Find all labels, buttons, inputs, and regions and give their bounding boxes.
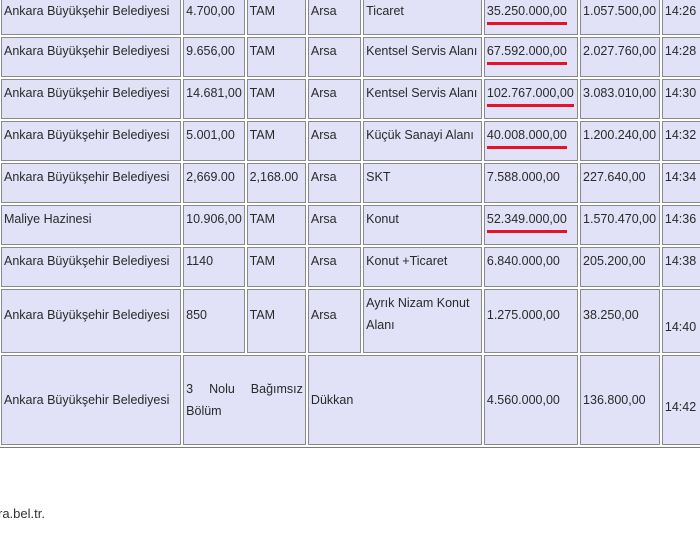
auction-listing-table: Ankara Büyükşehir Belediyesi 4.700,00 TA…: [0, 0, 700, 448]
deposit-cell: 205.200,00: [580, 247, 660, 287]
time-cell: 14:40: [661, 289, 700, 353]
zoning-cell: Konut: [363, 205, 482, 245]
area-cell: 2,669.00: [183, 163, 245, 203]
price-cell: 35.250.000,00: [483, 0, 579, 35]
share-cell: TAM: [246, 0, 306, 35]
table-row-last: Ankara Büyükşehir Belediyesi 3 Nolu Bağı…: [1, 355, 700, 445]
zoning-cell: Ticaret: [363, 0, 482, 35]
price-value: 35.250.000,00: [486, 1, 567, 25]
type-cell: Arsa: [307, 121, 362, 161]
area-cell: 14.681,00: [183, 79, 245, 119]
price-cell: 6.840.000,00: [483, 247, 579, 287]
type-cell: Arsa: [307, 37, 362, 77]
owner-cell: Maliye Hazinesi: [1, 205, 182, 245]
area-cell: 5.001,00: [183, 121, 245, 161]
share-cell: TAM: [246, 289, 306, 353]
area-cell: 9.656,00: [183, 37, 245, 77]
type-cell: Dükkan: [307, 355, 482, 445]
area-cell: 1140: [183, 247, 245, 287]
footer-url-text: ra.bel.tr.: [0, 506, 45, 521]
table-row: Ankara Büyükşehir Belediyesi 14.681,00 T…: [1, 79, 700, 119]
price-cell: 40.008.000,00: [483, 121, 579, 161]
deposit-cell: 3.083.010,00: [580, 79, 660, 119]
share-cell: TAM: [246, 121, 306, 161]
share-cell: TAM: [246, 37, 306, 77]
owner-cell: Ankara Büyükşehir Belediyesi: [1, 355, 182, 445]
type-cell: Arsa: [307, 247, 362, 287]
table-row: Ankara Büyükşehir Belediyesi 1140 TAM Ar…: [1, 247, 700, 287]
table-row: Ankara Büyükşehir Belediyesi 5.001,00 TA…: [1, 121, 700, 161]
share-cell: 2,168.00: [246, 163, 306, 203]
zoning-cell: SKT: [363, 163, 482, 203]
zoning-cell: Kentsel Servis Alanı: [363, 79, 482, 119]
owner-cell: Ankara Büyükşehir Belediyesi: [1, 247, 182, 287]
time-cell: 14:36: [661, 205, 700, 245]
type-cell: Arsa: [307, 79, 362, 119]
time-cell: 14:32: [661, 121, 700, 161]
price-cell: 67.592.000,00: [483, 37, 579, 77]
time-cell: 14:28: [661, 37, 700, 77]
deposit-cell: 136.800,00: [580, 355, 660, 445]
deposit-cell: 227.640,00: [580, 163, 660, 203]
type-cell: Arsa: [307, 289, 362, 353]
table-row: Ankara Büyükşehir Belediyesi 850 TAM Ars…: [1, 289, 700, 353]
table-row: Ankara Büyükşehir Belediyesi 9.656,00 TA…: [1, 37, 700, 77]
type-cell: Arsa: [307, 205, 362, 245]
type-cell: Arsa: [307, 163, 362, 203]
type-cell: Arsa: [307, 0, 362, 35]
area-cell: 10.906,00: [183, 205, 245, 245]
share-cell: TAM: [246, 79, 306, 119]
area-cell: 850: [183, 289, 245, 353]
area-cell: 4.700,00: [183, 0, 245, 35]
share-cell: TAM: [246, 205, 306, 245]
price-cell: 4.560.000,00: [483, 355, 579, 445]
owner-cell: Ankara Büyükşehir Belediyesi: [1, 0, 182, 35]
description-cell: 3 Nolu Bağımsız Bölüm: [183, 355, 306, 445]
time-cell: 14:38: [661, 247, 700, 287]
deposit-cell: 1.570.470,00: [580, 205, 660, 245]
owner-cell: Ankara Büyükşehir Belediyesi: [1, 37, 182, 77]
time-cell: 14:34: [661, 163, 700, 203]
price-value: 40.008.000,00: [486, 125, 567, 149]
price-cell: 7.588.000,00: [483, 163, 579, 203]
price-value: 6.840.000,00: [486, 254, 560, 268]
zoning-cell: Ayrık Nizam Konut Alanı: [363, 289, 482, 353]
share-cell: TAM: [246, 247, 306, 287]
price-value: 1.275.000,00: [486, 308, 560, 322]
price-value: 102.767.000,00: [486, 83, 574, 107]
price-value: 52.349.000,00: [486, 209, 567, 233]
deposit-cell: 2.027.760,00: [580, 37, 660, 77]
time-cell: 14:30: [661, 79, 700, 119]
listing-table-wrapper: Ankara Büyükşehir Belediyesi 4.700,00 TA…: [0, 0, 700, 448]
time-cell: 14:42: [661, 355, 700, 445]
zoning-cell: Kentsel Servis Alanı: [363, 37, 482, 77]
deposit-cell: 1.057.500,00: [580, 0, 660, 35]
zoning-cell: Konut +Ticaret: [363, 247, 482, 287]
price-value: 7.588.000,00: [486, 170, 560, 184]
table-body: Ankara Büyükşehir Belediyesi 4.700,00 TA…: [1, 0, 700, 445]
price-value: 67.592.000,00: [486, 41, 567, 65]
deposit-cell: 38.250,00: [580, 289, 660, 353]
zoning-cell: Küçük Sanayi Alanı: [363, 121, 482, 161]
owner-cell: Ankara Büyükşehir Belediyesi: [1, 121, 182, 161]
time-cell: 14:26: [661, 0, 700, 35]
table-row: Maliye Hazinesi 10.906,00 TAM Arsa Konut…: [1, 205, 700, 245]
table-row: Ankara Büyükşehir Belediyesi 2,669.00 2,…: [1, 163, 700, 203]
owner-cell: Ankara Büyükşehir Belediyesi: [1, 163, 182, 203]
deposit-cell: 1.200.240,00: [580, 121, 660, 161]
owner-cell: Ankara Büyükşehir Belediyesi: [1, 79, 182, 119]
table-row: Ankara Büyükşehir Belediyesi 4.700,00 TA…: [1, 0, 700, 35]
description-text: 3 Nolu Bağımsız Bölüm: [186, 382, 303, 418]
price-cell: 102.767.000,00: [483, 79, 579, 119]
price-cell: 1.275.000,00: [483, 289, 579, 353]
price-cell: 52.349.000,00: [483, 205, 579, 245]
owner-cell: Ankara Büyükşehir Belediyesi: [1, 289, 182, 353]
